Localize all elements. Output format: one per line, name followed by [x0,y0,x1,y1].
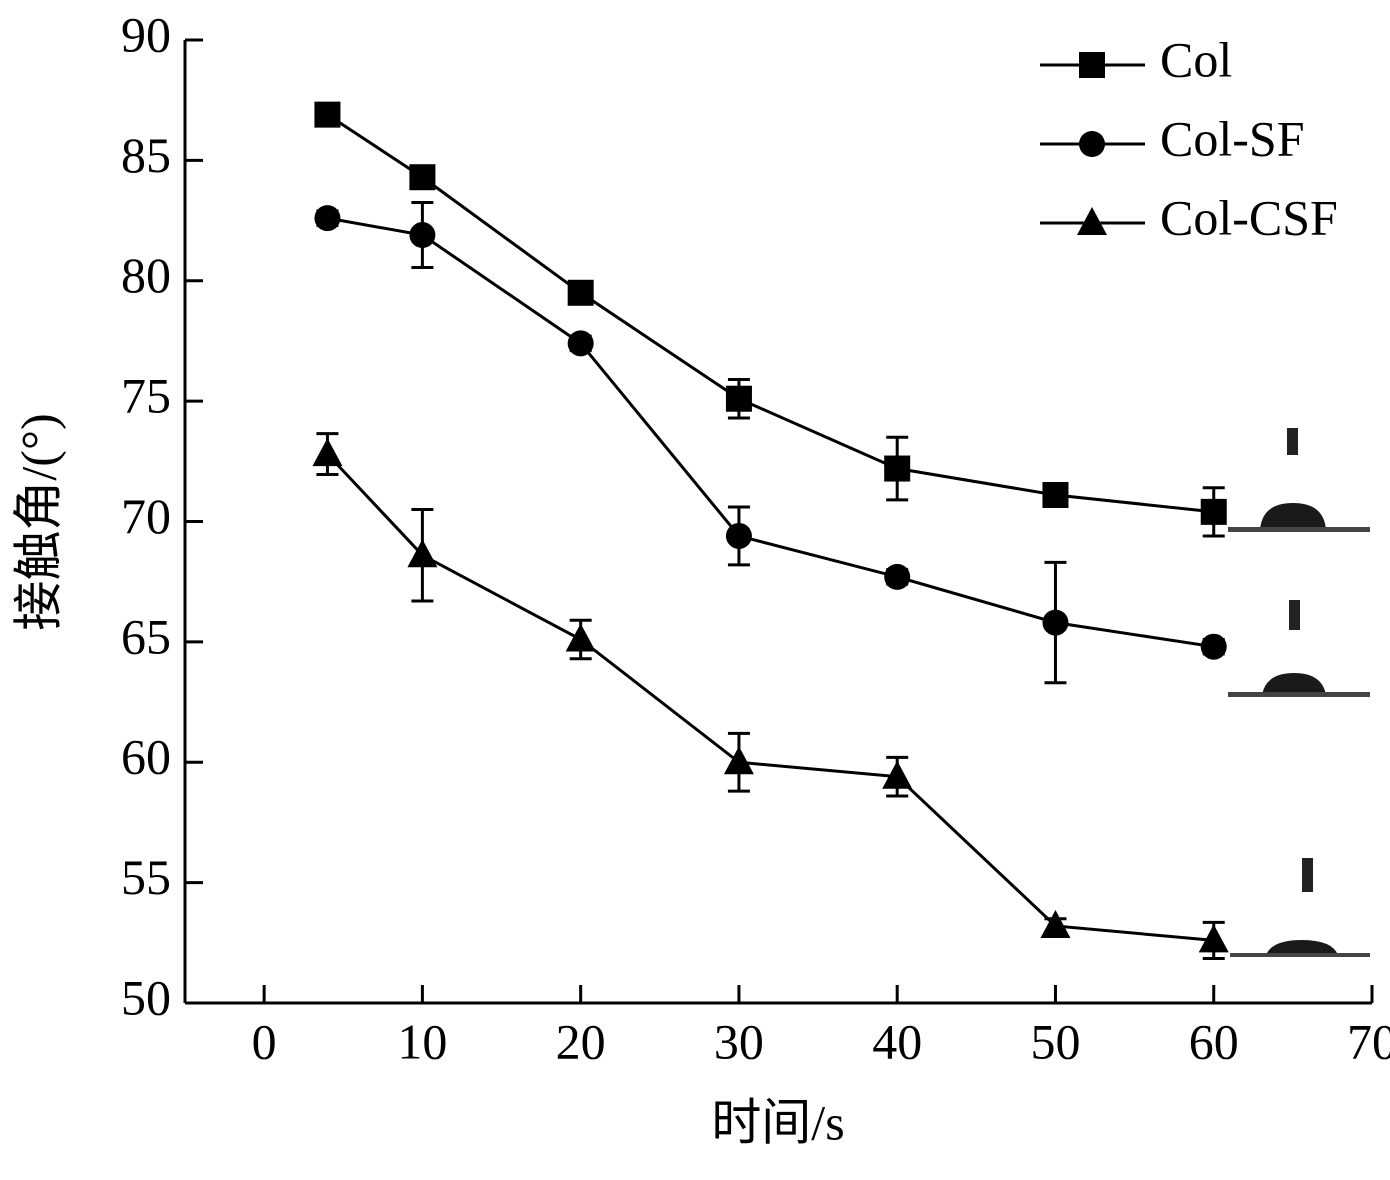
substrate [1230,953,1370,957]
legend-label: Col-SF [1160,110,1305,166]
y-tick-label: 50 [121,969,171,1025]
x-tick-label: 50 [1030,1013,1080,1069]
legend-label: Col [1160,31,1232,87]
marker [565,623,596,652]
series-line [327,216,1214,649]
marker [884,563,911,590]
marker [314,101,341,128]
marker [409,222,436,249]
x-tick-label: 20 [556,1013,606,1069]
marker [1200,633,1227,660]
x-tick-label: 0 [252,1013,277,1069]
marker [1200,498,1227,525]
y-axis-title: 接触角/(°) [10,413,66,630]
y-tick-label: 85 [121,127,171,183]
marker [884,455,911,482]
marker [1079,52,1105,78]
series-line [326,453,1214,942]
y-tick-label: 55 [121,849,171,905]
substrate [1228,692,1370,697]
droplet-images [1228,428,1370,957]
marker [409,164,436,191]
legend-label: Col-CSF [1160,189,1338,245]
marker [723,746,754,775]
marker [725,522,752,549]
y-tick-label: 60 [121,729,171,785]
x-tick-label: 40 [872,1013,922,1069]
marker [312,438,343,467]
marker [882,760,913,789]
droplet [1262,673,1326,695]
needle [1302,858,1313,892]
droplet [1260,503,1326,530]
droplet [1266,940,1338,955]
y-tick-label: 80 [121,247,171,303]
x-tick-label: 60 [1189,1013,1239,1069]
x-tick-label: 10 [397,1013,447,1069]
marker [1042,609,1069,636]
marker [1042,482,1069,509]
needle [1289,600,1300,630]
marker [314,205,341,232]
series-line [326,113,1214,514]
marker [1077,207,1107,235]
marker [725,385,752,412]
y-tick-label: 75 [121,368,171,424]
needle [1287,428,1298,455]
marker [1198,924,1229,953]
y-tick-label: 90 [121,6,171,62]
y-tick-label: 70 [121,488,171,544]
marker [407,539,438,568]
y-tick-label: 65 [121,608,171,664]
marker [567,330,594,357]
x-axis-title: 时间/s [711,1094,844,1150]
marker [1040,909,1071,938]
x-tick-label: 30 [714,1013,764,1069]
x-tick-label: 70 [1347,1013,1390,1069]
substrate [1228,527,1370,532]
marker [1079,131,1105,157]
marker [567,279,594,306]
